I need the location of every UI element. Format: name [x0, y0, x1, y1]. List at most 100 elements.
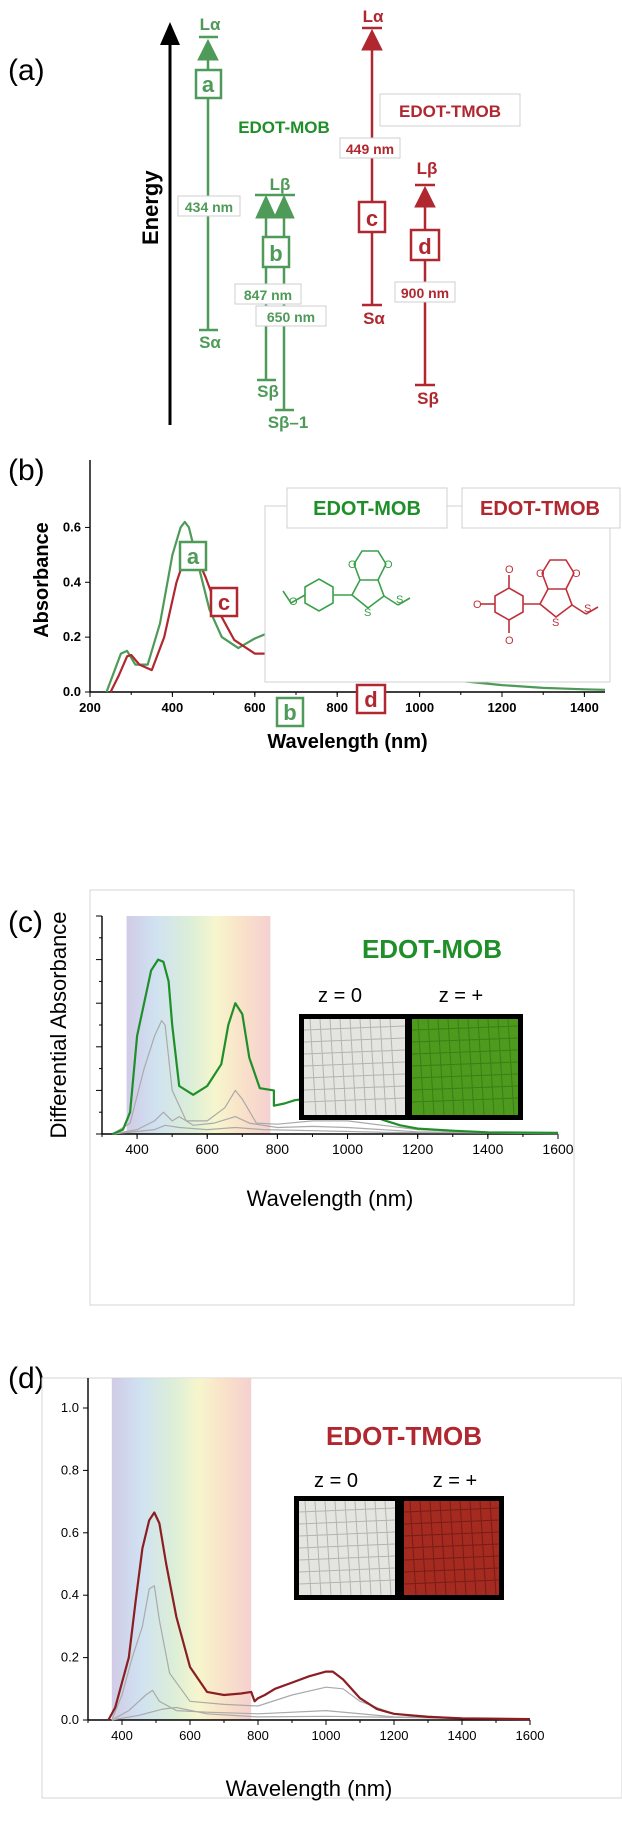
series-line	[111, 1706, 531, 1721]
mob-level-sb1: Sβ–1	[268, 413, 309, 432]
inset-tmob-name: EDOT-TMOB	[480, 498, 600, 520]
mob-arrowhead-b2	[273, 194, 295, 219]
series-line	[111, 1585, 531, 1721]
tmob-arrowhead-d	[414, 185, 436, 208]
mob-o2: O	[348, 559, 357, 571]
y-tick-label: 0.6	[63, 519, 81, 534]
tmob-name: EDOT-TMOB	[399, 102, 501, 121]
tmob-o3: O	[505, 635, 514, 647]
x-tick-label: 1200	[380, 1728, 409, 1743]
wavelength-b1: 847 nm	[244, 287, 292, 303]
transition-a-box	[194, 68, 223, 100]
transition-d-label: d	[418, 234, 431, 259]
panel-d-z0: z = 0	[314, 1470, 358, 1492]
y-tick-label: 0.4	[63, 574, 82, 589]
mob-s2: S	[396, 594, 403, 606]
energy-diagram: (a) Energy a b Lα Sα Lβ Sβ Sβ–1 434 nm 8…	[8, 7, 521, 432]
peak-d-label: d	[364, 687, 377, 712]
panel-b-label: (b)	[8, 454, 45, 487]
visible-spectrum-band	[126, 916, 271, 1134]
peak-d-box	[355, 683, 387, 715]
wavelength-b1-tag	[234, 283, 302, 305]
inset-mob-name: EDOT-MOB	[313, 498, 421, 520]
peak-c-box	[209, 586, 239, 618]
x-tick-label: 800	[247, 1728, 269, 1743]
y-tick-label: 0.2	[63, 629, 81, 644]
x-tick-label: 400	[125, 1141, 149, 1157]
x-tick-label: 200	[79, 700, 101, 715]
x-tick-label: 1200	[488, 700, 517, 715]
mob-arrowhead-a	[197, 38, 219, 61]
x-tick-label: 800	[266, 1141, 290, 1157]
peak-a-label: a	[187, 544, 200, 569]
mob-name: EDOT-MOB	[238, 118, 330, 137]
mob-s1: S	[364, 607, 371, 619]
x-axis-label: Wavelength (nm)	[247, 1186, 414, 1211]
series-line	[112, 1124, 559, 1135]
x-tick-label: 1400	[570, 700, 599, 715]
series-line	[111, 1689, 531, 1721]
series-line	[107, 1511, 531, 1721]
x-tick-label: 400	[111, 1728, 133, 1743]
mob-level-lb: Lβ	[270, 175, 291, 194]
x-tick-label: 600	[196, 1141, 220, 1157]
tmob-level-la: Lα	[363, 7, 384, 26]
structure-inset: EDOT-MOB EDOT-TMOB O O O S S	[264, 487, 621, 683]
x-axis-label: Wavelength (nm)	[267, 731, 427, 753]
y-axis-label: Differential Absorbance	[46, 911, 71, 1138]
wavelength-b2: 650 nm	[267, 309, 315, 325]
panel-d-title: EDOT-TMOB	[326, 1421, 482, 1451]
transition-a-label: a	[202, 72, 215, 97]
energy-label: Energy	[138, 170, 163, 245]
y-tick-label: 0.0	[61, 1712, 79, 1727]
x-tick-label: 1200	[402, 1141, 433, 1157]
wavelength-b2-tag	[255, 305, 327, 327]
x-tick-label: 1000	[332, 1141, 363, 1157]
y-axis-label: Absorbance	[31, 522, 53, 638]
mob-level-sb: Sβ	[257, 382, 279, 401]
panel-c-z0: z = 0	[318, 985, 362, 1007]
transition-c-box	[357, 200, 387, 234]
tmob-arrowhead-c	[361, 28, 383, 51]
tmob-o5: O	[572, 568, 581, 580]
tmob-o1: O	[505, 564, 514, 576]
tmob-level-sa: Sα	[363, 309, 385, 328]
tmob-structure	[481, 559, 599, 633]
x-tick-label: 600	[244, 700, 266, 715]
absorbance-chart: (b) 200 400 600 800 1000 1200 1400 0.0 0.2 0.4 0.6…	[8, 454, 621, 753]
differential-absorbance-tmob-chart: (d) 400 600 800 1000 1200 1400 1600 0.0 0.2 0.4 0.…	[8, 1362, 622, 1801]
y-tick-label: 0.0	[63, 684, 81, 699]
tmob-level-sb: Sβ	[417, 389, 439, 408]
x-tick-label: 1000	[405, 700, 434, 715]
peak-b-box	[275, 696, 305, 728]
wavelength-a-tag	[177, 195, 241, 217]
x-tick-label: 1400	[448, 1728, 477, 1743]
transition-d-box	[409, 228, 441, 262]
mob-structure	[282, 550, 411, 612]
panel-c-label: (c)	[8, 906, 43, 939]
panel-d-label: (d)	[8, 1362, 45, 1395]
series-line	[112, 1111, 559, 1135]
x-tick-label: 1400	[472, 1141, 503, 1157]
mob-arrowhead-b1	[255, 194, 277, 219]
panel-c-title: EDOT-MOB	[362, 934, 502, 964]
panel-d-image-z0	[299, 1501, 395, 1595]
wavelength-d-tag	[394, 281, 456, 303]
peak-c-label: c	[218, 590, 230, 615]
wavelength-a: 434 nm	[185, 199, 233, 215]
x-tick-label: 600	[179, 1728, 201, 1743]
differential-absorbance-mob-chart: (c) 400 600 800 1000 1200 1400 1600 Wavelength …	[8, 889, 575, 1306]
x-tick-label: 1600	[516, 1728, 545, 1743]
x-tick-label: 1000	[312, 1728, 341, 1743]
x-tick-label: 1600	[542, 1141, 573, 1157]
wavelength-d: 900 nm	[401, 285, 449, 301]
y-tick-label: 1.0	[61, 1400, 79, 1415]
mob-level-sa: Sα	[199, 333, 221, 352]
x-axis-label: Wavelength (nm)	[226, 1776, 393, 1801]
transition-c-label: c	[366, 206, 378, 231]
tmob-o2: O	[473, 599, 482, 611]
y-tick-label: 0.2	[61, 1650, 79, 1665]
wavelength-c: 449 nm	[346, 141, 394, 157]
tmob-o4: O	[536, 568, 545, 580]
panel-c-image-z0	[304, 1019, 405, 1115]
